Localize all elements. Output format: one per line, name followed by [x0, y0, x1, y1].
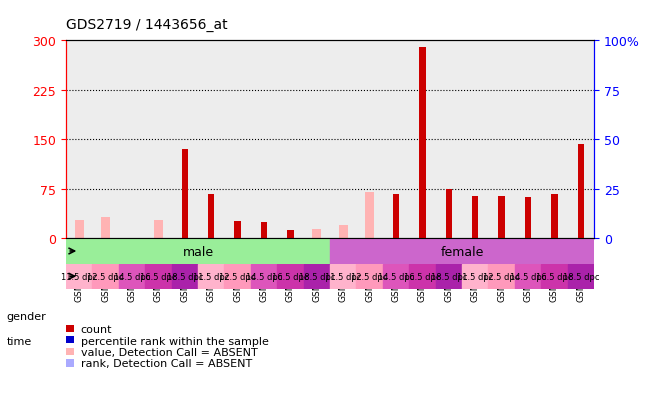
Text: 12.5 dpc: 12.5 dpc: [483, 272, 520, 281]
Bar: [208, 194, 214, 239]
Text: female: female: [440, 245, 484, 258]
Text: 11.5 dpc: 11.5 dpc: [457, 272, 494, 281]
Bar: [277, 41, 304, 239]
Bar: [515, 264, 541, 289]
Bar: [462, 41, 488, 239]
Text: 14.5 dpc: 14.5 dpc: [246, 272, 282, 281]
Bar: [525, 197, 531, 239]
Bar: [234, 221, 241, 239]
Bar: [462, 264, 488, 289]
Bar: [488, 264, 515, 289]
Bar: [541, 41, 568, 239]
Text: 14.5 dpc: 14.5 dpc: [378, 272, 414, 281]
Bar: [92, 41, 119, 239]
Text: 11.5 dpc: 11.5 dpc: [193, 272, 230, 281]
Bar: [119, 41, 145, 239]
Bar: [172, 41, 198, 239]
Bar: [330, 239, 594, 264]
Bar: [92, 264, 119, 289]
Text: 16.5 dpc: 16.5 dpc: [404, 272, 441, 281]
Bar: [101, 217, 110, 239]
Bar: [339, 225, 348, 239]
Text: male: male: [182, 245, 214, 258]
Bar: [66, 239, 330, 264]
Bar: [277, 264, 304, 289]
Text: 14.5 dpc: 14.5 dpc: [510, 272, 546, 281]
Bar: [330, 264, 356, 289]
Bar: [198, 264, 224, 289]
Text: 16.5 dpc: 16.5 dpc: [272, 272, 309, 281]
Bar: [472, 196, 478, 239]
Bar: [182, 150, 188, 239]
Bar: [515, 41, 541, 239]
Bar: [409, 264, 436, 289]
Text: 14.5 dpc: 14.5 dpc: [114, 272, 150, 281]
Bar: [330, 41, 356, 239]
Text: 12.5 dpc: 12.5 dpc: [219, 272, 256, 281]
Text: 12.5 dpc: 12.5 dpc: [87, 272, 124, 281]
Bar: [541, 264, 568, 289]
Bar: [119, 264, 145, 289]
Text: gender: gender: [7, 311, 46, 321]
Bar: [75, 221, 84, 239]
Bar: [383, 264, 409, 289]
Bar: [154, 221, 163, 239]
Bar: [498, 196, 505, 239]
Bar: [409, 41, 436, 239]
Bar: [365, 193, 374, 239]
Bar: [224, 264, 251, 289]
Bar: [251, 264, 277, 289]
Text: 16.5 dpc: 16.5 dpc: [536, 272, 573, 281]
Text: time: time: [7, 336, 32, 346]
Bar: [145, 264, 172, 289]
Bar: [551, 194, 558, 239]
Text: 16.5 dpc: 16.5 dpc: [140, 272, 177, 281]
Text: GDS2719 / 1443656_at: GDS2719 / 1443656_at: [66, 18, 228, 32]
Bar: [66, 41, 92, 239]
Bar: [287, 230, 294, 239]
Text: 18.5 dpc: 18.5 dpc: [562, 272, 599, 281]
Bar: [568, 264, 594, 289]
Text: 18.5 dpc: 18.5 dpc: [166, 272, 203, 281]
Text: value, Detection Call = ABSENT: value, Detection Call = ABSENT: [81, 347, 257, 357]
Bar: [488, 41, 515, 239]
Text: rank, Detection Call = ABSENT: rank, Detection Call = ABSENT: [81, 358, 251, 368]
Text: percentile rank within the sample: percentile rank within the sample: [81, 336, 269, 346]
Bar: [304, 264, 330, 289]
Text: 18.5 dpc: 18.5 dpc: [430, 272, 467, 281]
Text: 18.5 dpc: 18.5 dpc: [298, 272, 335, 281]
Bar: [568, 41, 594, 239]
Bar: [436, 264, 462, 289]
Bar: [261, 222, 267, 239]
Bar: [578, 145, 584, 239]
Bar: [419, 48, 426, 239]
Bar: [224, 41, 251, 239]
Bar: [446, 190, 452, 239]
Bar: [66, 264, 92, 289]
Bar: [393, 194, 399, 239]
Bar: [145, 41, 172, 239]
Text: 12.5 dpc: 12.5 dpc: [351, 272, 388, 281]
Text: 11.5 dpc: 11.5 dpc: [61, 272, 98, 281]
Bar: [304, 41, 330, 239]
Bar: [356, 264, 383, 289]
Bar: [251, 41, 277, 239]
Bar: [383, 41, 409, 239]
Text: count: count: [81, 324, 112, 334]
Bar: [312, 229, 321, 239]
Bar: [356, 41, 383, 239]
Bar: [436, 41, 462, 239]
Text: 11.5 dpc: 11.5 dpc: [325, 272, 362, 281]
Bar: [198, 41, 224, 239]
Bar: [172, 264, 198, 289]
